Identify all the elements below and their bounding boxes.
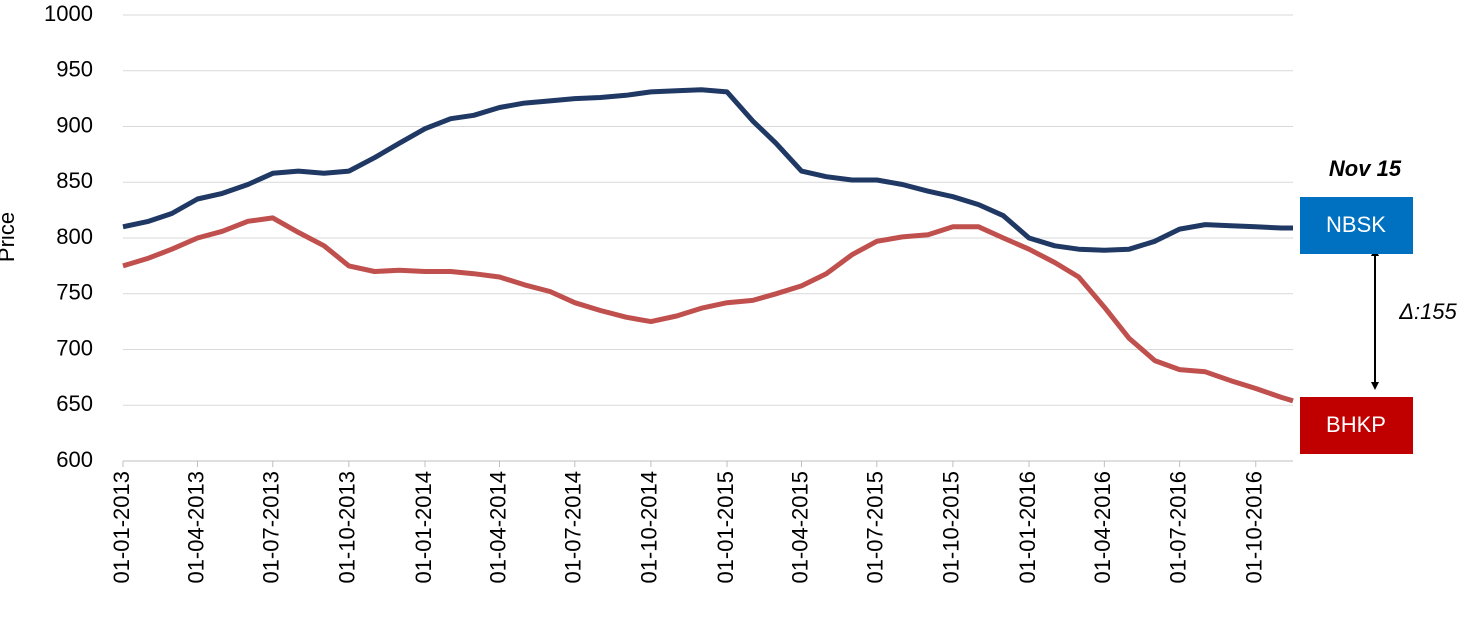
- y-tick-label: 700: [56, 335, 93, 360]
- x-tick-label: 01-07-2014: [561, 471, 586, 584]
- y-axis-label: Price: [0, 212, 19, 262]
- series-label-box: [1300, 197, 1413, 254]
- series-label: NBSK: [1326, 212, 1386, 237]
- x-tick-label: 01-04-2016: [1090, 471, 1115, 584]
- y-tick-label: 900: [56, 112, 93, 137]
- y-tick-label: 950: [56, 57, 93, 82]
- x-tick-label: 01-07-2013: [259, 471, 284, 584]
- date-annotation: Nov 15: [1329, 156, 1402, 181]
- delta-annotation: Δ:155: [1398, 299, 1457, 324]
- x-tick-label: 01-01-2014: [411, 471, 436, 584]
- x-tick-label: 01-04-2013: [183, 471, 208, 584]
- series-label: BHKP: [1326, 412, 1386, 437]
- x-tick-label: 01-10-2016: [1242, 471, 1267, 584]
- y-tick-label: 800: [56, 224, 93, 249]
- series-line: [122, 215, 1294, 404]
- x-tick-label: 01-01-2016: [1015, 471, 1040, 584]
- y-tick-label: 750: [56, 280, 93, 305]
- y-tick-label: 600: [56, 447, 93, 472]
- x-tick-label: 01-04-2015: [787, 471, 812, 584]
- y-tick-label: 850: [56, 168, 93, 193]
- x-tick-label: 01-01-2015: [713, 471, 738, 584]
- x-tick-label: 01-01-2013: [109, 471, 134, 584]
- y-tick-label: 1000: [44, 1, 93, 26]
- x-tick-label: 01-07-2016: [1165, 471, 1190, 584]
- x-tick-label: 01-10-2014: [637, 471, 662, 584]
- series-line: [122, 87, 1293, 253]
- series-label-box: [1300, 397, 1413, 454]
- x-tick-label: 01-04-2014: [485, 471, 510, 584]
- x-tick-label: 01-10-2015: [939, 471, 964, 584]
- x-tick-label: 01-07-2015: [863, 471, 888, 584]
- y-tick-label: 650: [56, 391, 93, 416]
- x-tick-label: 01-10-2013: [335, 471, 360, 584]
